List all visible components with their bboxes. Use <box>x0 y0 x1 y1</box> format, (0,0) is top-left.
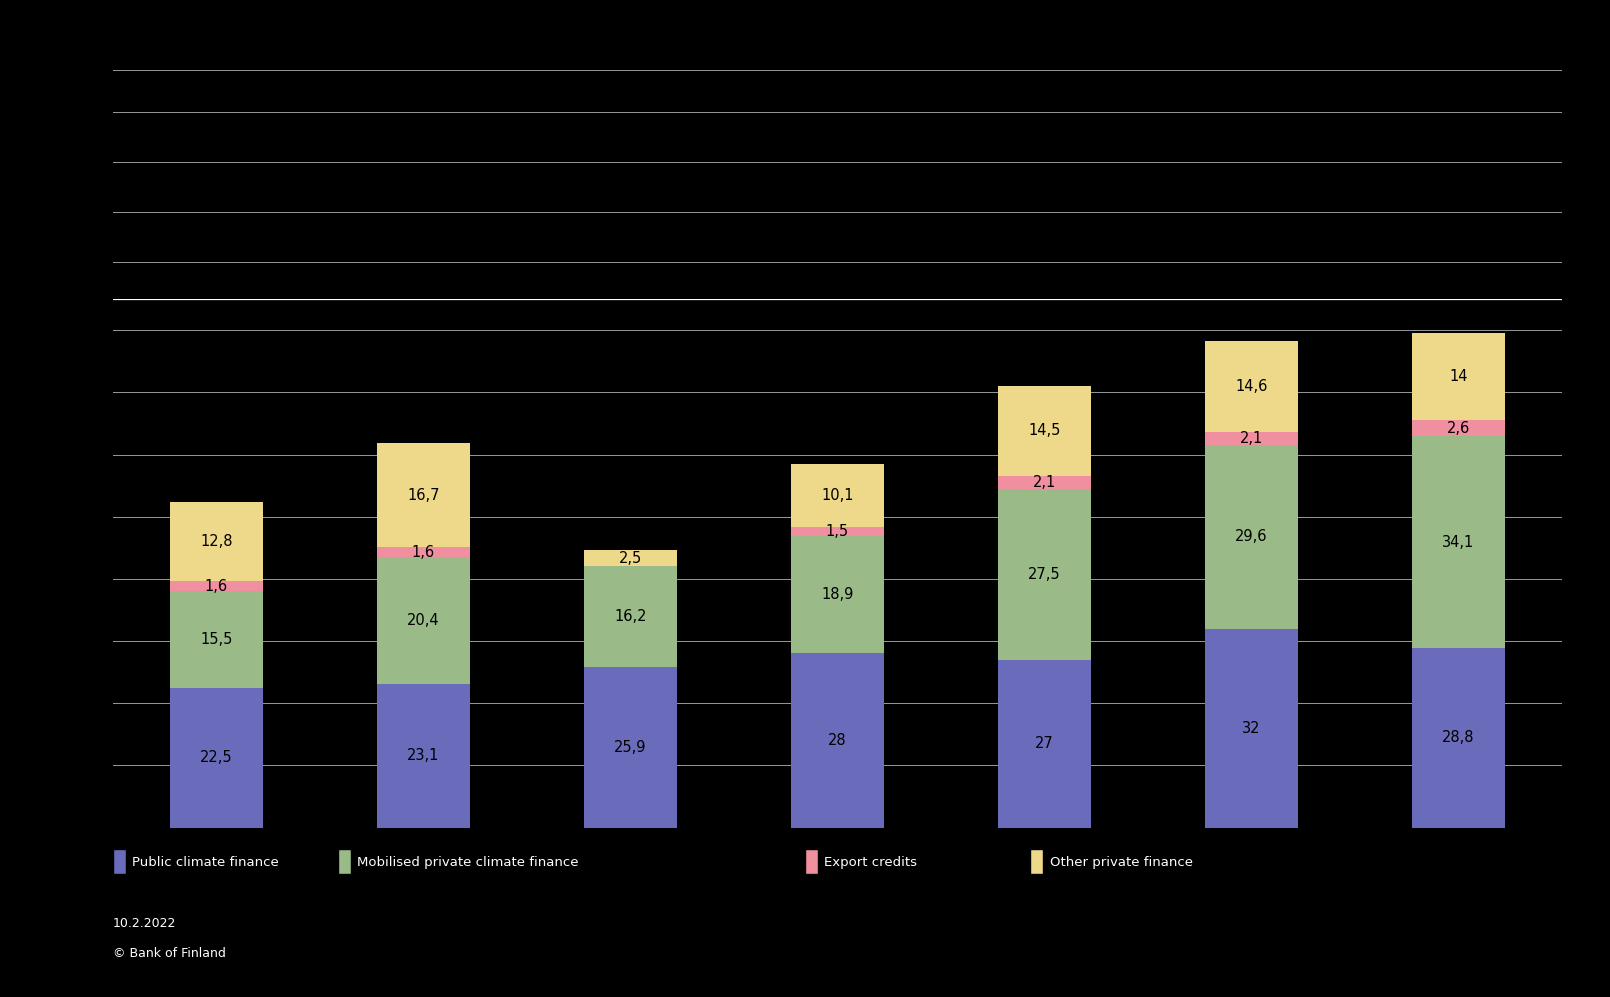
Text: 34,1: 34,1 <box>1443 535 1475 550</box>
Text: 12,8: 12,8 <box>200 534 232 549</box>
Text: 2,1: 2,1 <box>1032 475 1056 490</box>
Bar <box>377 684 470 828</box>
Text: Export credits: Export credits <box>824 855 918 869</box>
Text: 10.2.2022: 10.2.2022 <box>113 917 175 930</box>
Bar <box>169 581 262 591</box>
Text: 1,5: 1,5 <box>826 523 848 538</box>
Bar <box>1204 432 1298 445</box>
Bar <box>791 653 884 828</box>
Text: © Bank of Finland: © Bank of Finland <box>113 947 225 960</box>
Text: 14,6: 14,6 <box>1235 379 1267 394</box>
Text: 2,6: 2,6 <box>1446 421 1470 436</box>
Bar <box>1204 445 1298 628</box>
Bar <box>791 536 884 653</box>
Bar <box>1412 421 1505 437</box>
Bar <box>583 550 676 565</box>
Text: 28,8: 28,8 <box>1443 731 1475 746</box>
Text: 2,5: 2,5 <box>618 550 642 565</box>
Text: 29,6: 29,6 <box>1235 529 1267 544</box>
Text: 16,2: 16,2 <box>613 608 647 624</box>
Text: Mobilised private climate finance: Mobilised private climate finance <box>357 855 580 869</box>
Text: 32: 32 <box>1241 721 1261 736</box>
Text: 18,9: 18,9 <box>821 587 853 602</box>
Text: 2,1: 2,1 <box>1240 431 1262 446</box>
Text: 25,9: 25,9 <box>613 740 647 755</box>
Bar <box>791 464 884 526</box>
Bar <box>583 565 676 667</box>
Bar <box>998 660 1092 828</box>
Bar <box>377 547 470 557</box>
Bar <box>583 667 676 828</box>
Bar <box>1412 648 1505 828</box>
Bar <box>377 444 470 547</box>
Text: 20,4: 20,4 <box>407 613 440 628</box>
Text: Public climate finance: Public climate finance <box>132 855 279 869</box>
Text: 1,6: 1,6 <box>204 579 227 594</box>
Bar <box>1204 628 1298 828</box>
Text: Other private finance: Other private finance <box>1050 855 1193 869</box>
Text: 15,5: 15,5 <box>200 632 232 647</box>
Text: 22,5: 22,5 <box>200 750 232 765</box>
Text: 16,7: 16,7 <box>407 488 440 502</box>
Bar <box>998 476 1092 489</box>
Text: 23,1: 23,1 <box>407 748 440 764</box>
Text: 1,6: 1,6 <box>412 544 435 559</box>
Text: 28: 28 <box>828 733 847 748</box>
Bar <box>1412 437 1505 648</box>
Text: 27,5: 27,5 <box>1027 566 1061 581</box>
Text: 27: 27 <box>1035 736 1053 751</box>
Bar <box>1204 341 1298 432</box>
Bar <box>169 591 262 688</box>
Bar <box>1412 333 1505 421</box>
Bar <box>169 501 262 581</box>
Bar <box>791 526 884 536</box>
Bar <box>169 688 262 828</box>
Text: 14,5: 14,5 <box>1029 423 1061 438</box>
Text: 10,1: 10,1 <box>821 488 853 502</box>
Bar <box>377 557 470 684</box>
Bar <box>998 386 1092 476</box>
Bar <box>998 489 1092 660</box>
Text: 14: 14 <box>1449 369 1467 384</box>
